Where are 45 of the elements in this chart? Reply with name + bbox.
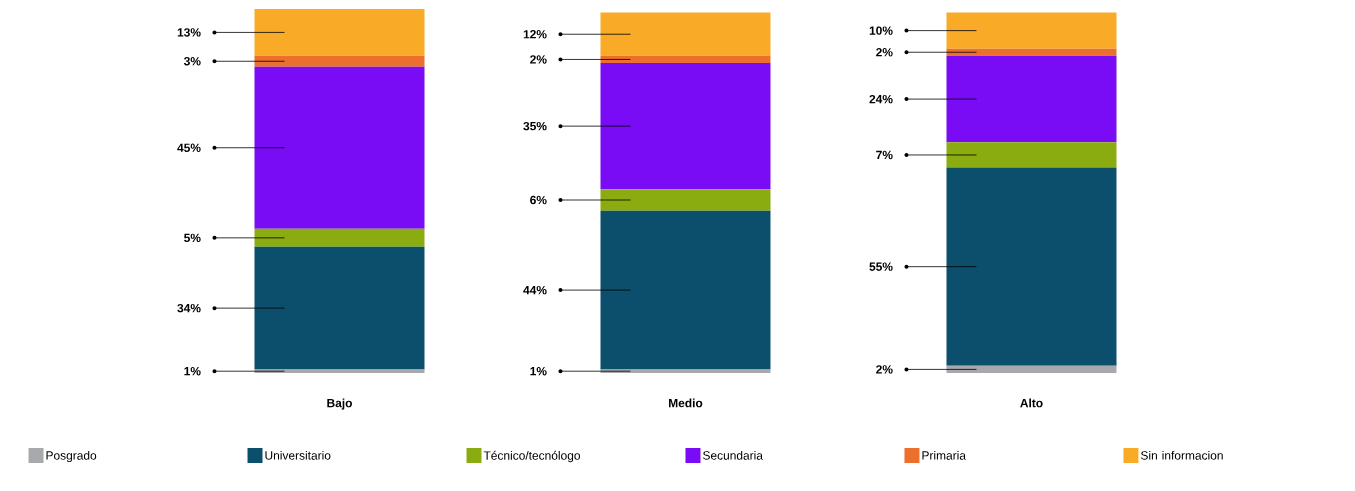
- bar: [254, 369, 425, 373]
- bar: [600, 55, 771, 64]
- bar: [946, 167, 1117, 366]
- bar: [254, 55, 425, 67]
- data-label: 5%: [184, 233, 201, 243]
- bar: [600, 210, 771, 370]
- bar: [600, 63, 771, 190]
- data-label: 1%: [184, 367, 201, 376]
- legend-label: Primaria: [922, 450, 966, 460]
- bar: [254, 246, 425, 370]
- data-label: 2%: [876, 365, 893, 374]
- legend-label: Técnico/tecnólogo: [483, 450, 580, 463]
- data-label: 55%: [869, 262, 893, 271]
- data-label: 2%: [876, 48, 893, 57]
- data-label: 12%: [523, 30, 547, 39]
- legend-label: Secundaria: [703, 450, 763, 460]
- x-tick-label: Bajo: [327, 398, 352, 410]
- bar: [946, 12, 1117, 49]
- x-tick-label: Medio: [669, 398, 703, 408]
- legend-label: Sin informacion: [1140, 450, 1223, 460]
- data-label: 45%: [177, 143, 201, 152]
- bar: [946, 365, 1117, 373]
- bar: [600, 12, 771, 56]
- data-label: 2%: [530, 55, 547, 64]
- bar: [600, 369, 771, 373]
- data-label: 7%: [876, 150, 893, 160]
- data-label: 44%: [523, 285, 547, 295]
- bar: [946, 48, 1117, 56]
- bar: [254, 228, 425, 247]
- bar: [600, 189, 771, 211]
- data-label: 34%: [177, 303, 201, 313]
- legend-label: Universitario: [265, 450, 331, 460]
- bar: [254, 66, 425, 229]
- bar: [254, 9, 425, 56]
- data-label: 13%: [177, 28, 201, 37]
- data-label: 10%: [869, 26, 893, 35]
- bar: [946, 55, 1117, 143]
- data-label: 3%: [183, 57, 201, 66]
- bar: [946, 142, 1117, 168]
- legend-label: Posgrado: [46, 450, 97, 463]
- x-tick-label: Alto: [1020, 398, 1043, 408]
- data-label: 35%: [523, 121, 547, 131]
- data-label: 6%: [530, 195, 547, 205]
- data-label: 1%: [530, 367, 547, 376]
- data-label: 24%: [869, 94, 893, 104]
